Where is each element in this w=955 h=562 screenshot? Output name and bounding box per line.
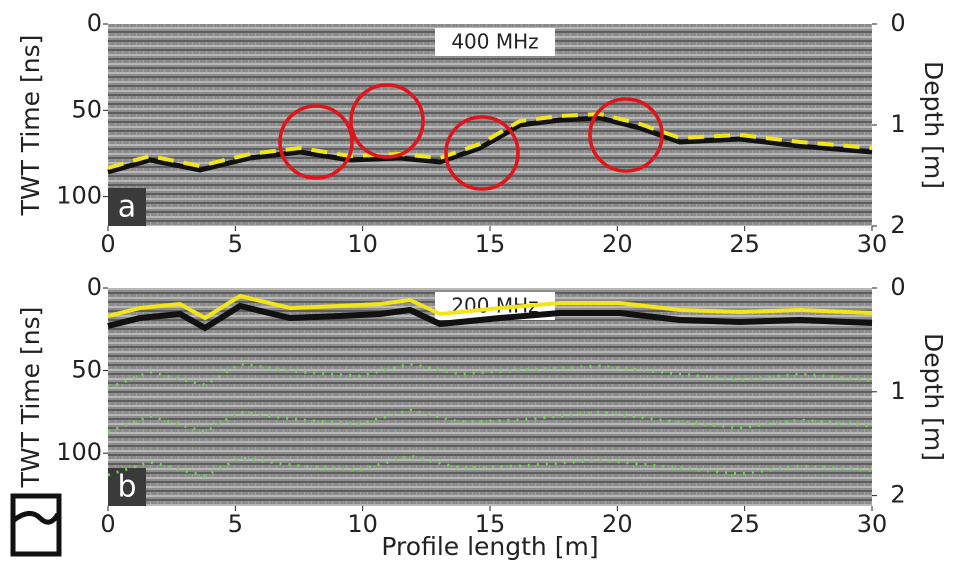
panel-label-box — [108, 468, 146, 506]
y2-tick-label: 1 — [890, 110, 905, 138]
x-tick-label: 0 — [100, 510, 115, 538]
x-tick-label: 10 — [347, 230, 378, 258]
panel-label-box — [108, 188, 146, 226]
x-tick-label: 5 — [228, 510, 243, 538]
y2-tick-label: 1 — [890, 377, 905, 405]
x-tick-label: 5 — [228, 230, 243, 258]
panel-b-overlay — [107, 293, 873, 478]
panel-a-overlay — [107, 83, 873, 191]
x-tick-label: 20 — [602, 230, 633, 258]
y2-axis-label: Depth [m] — [919, 333, 948, 461]
y-tick-label: 50 — [71, 356, 102, 384]
y-axis-label: TWT Time [ns] — [16, 35, 45, 217]
x-tick-label: 15 — [475, 510, 506, 538]
x-tick-label: 30 — [857, 510, 888, 538]
panel-label: b — [117, 470, 136, 505]
surface-pick — [107, 293, 873, 321]
y-tick-label: 100 — [56, 438, 102, 466]
surface-reflection — [107, 115, 873, 175]
x-tick-label: 20 — [602, 510, 633, 538]
hyperbola-marker — [444, 115, 520, 191]
hyperbola-marker — [349, 83, 425, 159]
annotation: 400 MHz — [451, 30, 538, 54]
annotation-box — [435, 28, 555, 56]
layer-pick — [107, 362, 873, 390]
layer-pick — [107, 454, 873, 478]
surface-pick — [107, 111, 873, 170]
x-tick-label: 25 — [729, 510, 760, 538]
y-tick-label: 0 — [87, 273, 102, 301]
x-tick-label: 15 — [475, 230, 506, 258]
surface-reflection — [107, 302, 873, 332]
radargram-image — [108, 24, 872, 226]
panel-label: a — [118, 190, 136, 225]
y2-tick-label: 2 — [890, 211, 905, 239]
y2-axis-label: Depth [m] — [919, 61, 948, 189]
layer-pick — [107, 408, 873, 434]
hyperbola-marker — [278, 104, 354, 180]
y-tick-label: 0 — [87, 9, 102, 37]
y2-tick-label: 2 — [890, 481, 905, 509]
y-tick-label: 50 — [71, 95, 102, 123]
x-tick-label: 10 — [347, 510, 378, 538]
y2-tick-label: 0 — [890, 9, 905, 37]
x-axis-label: Profile length [m] — [381, 532, 598, 561]
x-tick-label: 25 — [729, 230, 760, 258]
x-tick-label: 0 — [100, 230, 115, 258]
y-axis-label: TWT Time [ns] — [16, 307, 45, 489]
logo-icon — [10, 493, 62, 557]
y-tick-label: 100 — [56, 182, 102, 210]
y2-tick-label: 0 — [890, 273, 905, 301]
hyperbola-marker — [588, 97, 664, 173]
x-tick-label: 30 — [857, 230, 888, 258]
